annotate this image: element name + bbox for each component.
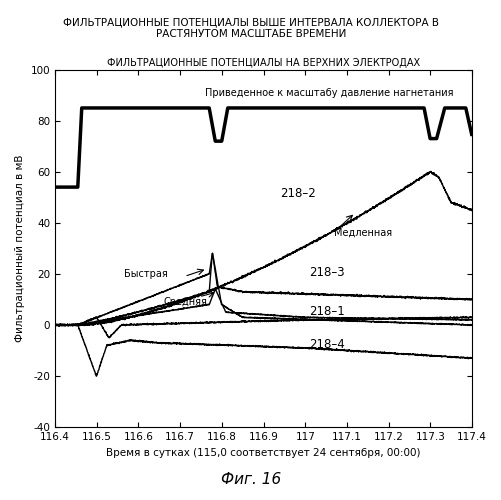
Y-axis label: Фильтрационный потенциал в мВ: Фильтрационный потенциал в мВ (15, 154, 25, 342)
Text: Быстрая: Быстрая (124, 269, 167, 279)
Text: Приведенное к масштабу давление нагнетания: Приведенное к масштабу давление нагнетан… (205, 88, 453, 98)
Text: Средняя: Средняя (163, 297, 207, 307)
Text: 218–4: 218–4 (309, 338, 345, 351)
Text: 218–1: 218–1 (309, 305, 345, 318)
Text: 218–3: 218–3 (309, 266, 344, 280)
Text: 218–2: 218–2 (280, 188, 315, 200)
Text: Фиг. 16: Фиг. 16 (220, 472, 281, 488)
Title: ФИЛЬТРАЦИОННЫЕ ПОТЕНЦИАЛЫ НА ВЕРХНИХ ЭЛЕКТРОДАХ: ФИЛЬТРАЦИОННЫЕ ПОТЕНЦИАЛЫ НА ВЕРХНИХ ЭЛЕ… (107, 58, 419, 68)
Text: Медленная: Медленная (334, 228, 392, 238)
X-axis label: Время в сутках (115,0 соответствует 24 сентября, 00:00): Время в сутках (115,0 соответствует 24 с… (106, 448, 420, 458)
Text: ФИЛЬТРАЦИОННЫЕ ПОТЕНЦИАЛЫ ВЫШЕ ИНТЕРВАЛА КОЛЛЕКТОРА В
РАСТЯНУТОМ МАСШТАБЕ ВРЕМЕН: ФИЛЬТРАЦИОННЫЕ ПОТЕНЦИАЛЫ ВЫШЕ ИНТЕРВАЛА… (63, 18, 438, 39)
